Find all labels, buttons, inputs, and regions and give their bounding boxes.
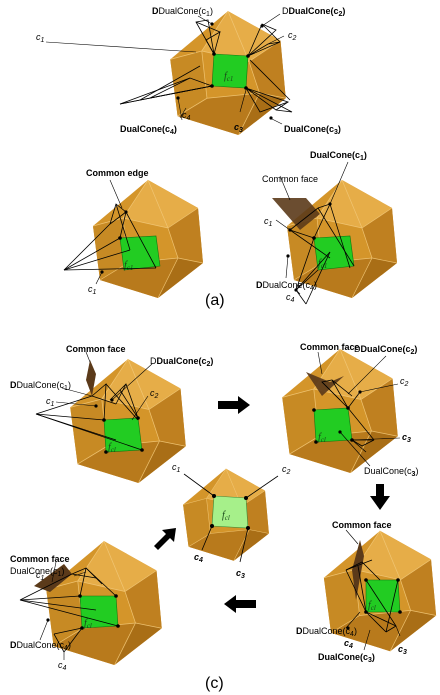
- panel-c-center: fcl c1 c2 c3 c4: [172, 462, 291, 580]
- face-fcl: [212, 496, 248, 528]
- c3-label: c3: [402, 432, 411, 444]
- dualcone-c2-label: DDualCone(c2): [282, 6, 345, 18]
- c4-label: c4: [344, 638, 353, 650]
- panel-c-top-left: fcl: [10, 344, 213, 483]
- panel-c-top-right: fcl Common face DDual: [282, 342, 418, 478]
- panel-c-bottom-right: fcl Common face DDual: [296, 520, 436, 664]
- caption-a: (a): [205, 292, 225, 309]
- arrow-down-icon: [370, 484, 390, 510]
- c1-label: c1: [264, 216, 273, 228]
- dualcone-c4-label: DualCone(c4): [120, 124, 177, 136]
- common-face-label: Common face: [10, 554, 70, 564]
- dualcone-c1-label: DDualCone(c1): [152, 6, 213, 18]
- c2-label: c2: [282, 464, 291, 476]
- c1-label: c1: [172, 462, 181, 474]
- c1-label: c1: [88, 284, 97, 296]
- dualcone-c2-label: DDualCone(c2): [354, 344, 417, 356]
- dualcone-c2-label: DDualCone(c2): [150, 356, 213, 368]
- common-face-label: Common face: [66, 344, 126, 354]
- c3-label: c3: [236, 568, 245, 580]
- arrow-left-icon: [224, 595, 256, 613]
- arrow-right-icon: [218, 396, 250, 414]
- common-face-label: Common face: [262, 174, 318, 184]
- arrow-up-right-icon: [154, 528, 176, 550]
- dualcone-c1-label: DDualCone(c1): [10, 380, 71, 392]
- panel-a-left: fc1 Common edge c1: [64, 168, 203, 298]
- dualcone-c3-label: DualCone(c3): [318, 652, 375, 664]
- c4-label: c4: [58, 660, 67, 672]
- c2-label: c2: [288, 30, 297, 42]
- panel-a-top: fc1: [36, 6, 345, 136]
- c2-label: c2: [400, 376, 409, 388]
- c3-label: c3: [398, 644, 407, 656]
- common-face-label: Common face: [332, 520, 392, 530]
- c4-label: c4: [194, 552, 203, 564]
- dualcone-c1-label: DualCone(c1): [310, 150, 367, 162]
- dualcone-c4-label: DDualCone(c4): [256, 280, 317, 292]
- common-face-label: Common face: [300, 342, 360, 352]
- c1-label: c1: [36, 32, 45, 44]
- dualcone-c4-label: DDualCone(c4): [10, 640, 71, 652]
- c4-label: c4: [286, 292, 295, 304]
- dualcone-c3-label: DualCone(c3): [364, 466, 418, 478]
- caption-c: (c): [205, 675, 224, 692]
- c1-label: c1: [46, 396, 55, 408]
- panel-c-bottom-left: fcl Common: [10, 541, 162, 672]
- common-edge-label: Common edge: [86, 168, 149, 178]
- dualcone-c3-label: DualCone(c3): [284, 124, 341, 136]
- panel-a-right: fc1: [256, 150, 397, 304]
